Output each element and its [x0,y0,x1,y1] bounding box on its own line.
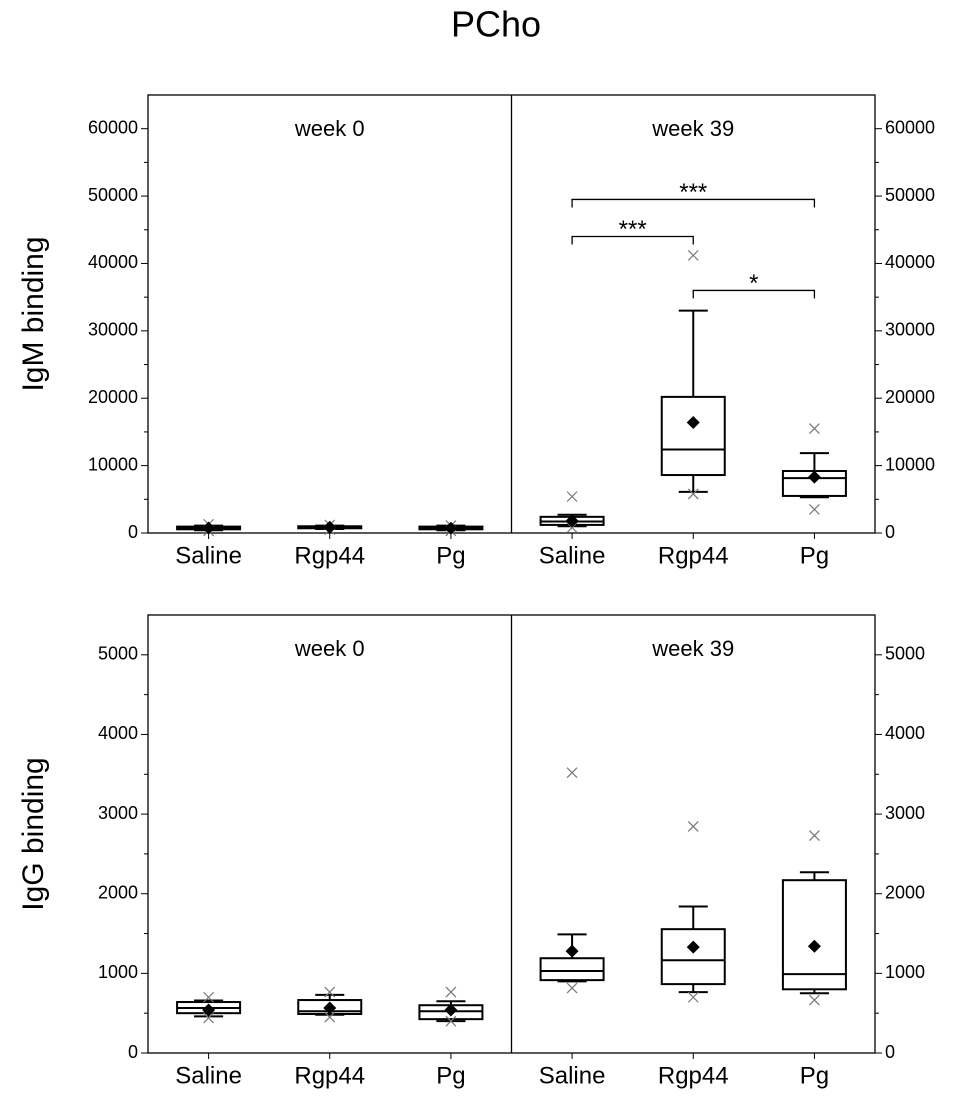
y2-tick-label: 10000 [885,454,935,474]
y-tick-label: 50000 [88,185,138,205]
mean-marker [444,521,458,535]
mean-marker [323,1001,337,1015]
y2-tick-label: 40000 [885,252,935,272]
y-tick-label: 0 [128,1042,138,1062]
max-marker [566,767,578,779]
min-marker [566,982,578,994]
y2-tick-label: 5000 [885,644,925,664]
chart-title: PCho [451,4,541,45]
panel-label: week 39 [651,116,734,141]
significance-label: *** [679,179,707,206]
x-tick-label: Rgp44 [294,542,365,569]
y2-tick-label: 50000 [885,185,935,205]
max-marker [203,991,215,1003]
y2-tick-label: 1000 [885,962,925,982]
min-marker [808,503,820,515]
y-axis-label: IgG binding [17,757,50,910]
x-tick-label: Pg [436,1062,465,1089]
significance-bracket [571,198,816,208]
mean-marker [202,521,216,535]
y-tick-label: 30000 [88,320,138,340]
y2-tick-label: 20000 [885,387,935,407]
panel-label: week 39 [651,636,734,661]
min-marker [445,1015,457,1027]
y-tick-label: 20000 [88,387,138,407]
y-tick-label: 0 [128,522,138,542]
max-marker [808,423,820,434]
max-marker [808,830,820,842]
y-tick-label: 3000 [98,803,138,823]
box [781,879,847,991]
y-axis-label: IgM binding [17,236,50,391]
x-tick-label: Saline [539,1062,606,1089]
mean-marker [565,514,579,528]
y2-tick-label: 30000 [885,320,935,340]
max-marker [445,986,457,998]
y2-tick-label: 0 [885,522,895,542]
y-tick-label: 2000 [98,882,138,902]
x-tick-label: Rgp44 [294,1062,365,1089]
max-marker [566,491,578,503]
significance-bracket [571,235,694,245]
mean-marker [807,470,821,484]
x-tick-label: Rgp44 [658,542,729,569]
mean-marker [686,940,700,954]
y2-tick-label: 2000 [885,882,925,902]
mean-marker [686,415,700,429]
significance-label: * [749,270,758,297]
y-tick-label: 4000 [98,723,138,743]
panel-label: week 0 [294,116,365,141]
panel-label: week 0 [294,636,365,661]
y2-tick-label: 0 [885,1042,895,1062]
mean-marker [323,520,337,534]
x-tick-label: Pg [436,542,465,569]
box [660,928,726,986]
y-tick-label: 1000 [98,962,138,982]
x-tick-label: Pg [800,1062,829,1089]
x-tick-label: Pg [800,542,829,569]
significance-bracket [692,289,816,299]
max-marker [687,821,699,832]
significance-label: *** [619,216,647,243]
box [660,395,726,477]
box [539,957,605,982]
y-tick-label: 10000 [88,454,138,474]
min-marker [566,522,578,534]
x-tick-label: Rgp44 [658,1062,729,1089]
mean-marker [202,1003,216,1017]
max-marker [324,986,336,998]
y-tick-label: 5000 [98,644,138,664]
min-marker [324,1011,336,1023]
min-marker [687,488,699,500]
x-tick-label: Saline [175,1062,242,1089]
mean-marker [565,944,579,958]
min-marker [203,1012,215,1024]
max-marker [687,249,699,261]
x-tick-label: Saline [175,542,242,569]
y2-tick-label: 60000 [885,117,935,137]
mean-marker [807,939,821,953]
mean-marker [444,1003,458,1017]
y2-tick-label: 3000 [885,803,925,823]
min-marker [808,994,820,1006]
y-tick-label: 40000 [88,252,138,272]
min-marker [687,991,699,1003]
y2-tick-label: 4000 [885,723,925,743]
y-tick-label: 60000 [88,117,138,137]
x-tick-label: Saline [539,542,606,569]
